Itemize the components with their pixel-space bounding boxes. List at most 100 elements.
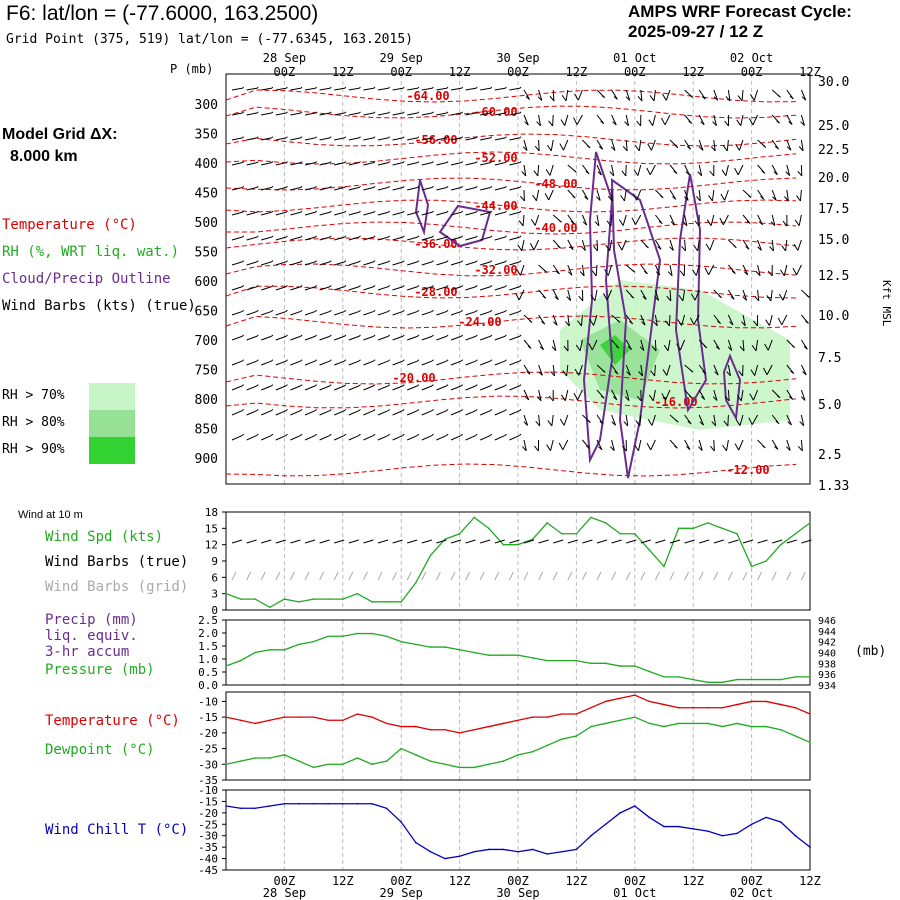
wind-chill-tick-label: -15 — [198, 795, 218, 808]
wind-barb — [377, 162, 389, 166]
wind-barb-flag — [344, 111, 347, 114]
wind-barb-flag — [417, 309, 420, 312]
wind-barb — [538, 89, 543, 101]
height-axis-label: Kft MSL — [880, 280, 893, 327]
wind-barb — [319, 261, 331, 266]
wind-barb — [348, 261, 360, 266]
wind-barb-flag — [271, 409, 274, 412]
wind-barb — [593, 314, 598, 326]
wind-barb-flag — [674, 445, 678, 449]
wind-barb — [563, 139, 569, 151]
wind-barb-flag — [603, 293, 608, 301]
wind-chill-line-point — [590, 834, 592, 837]
wind-barb-flag — [614, 370, 619, 375]
wind-barb-flag — [314, 433, 317, 436]
wind-barb — [625, 339, 632, 350]
wind-chill-tick-label: -25 — [198, 818, 218, 831]
pressure-right-tick-label: 938 — [818, 659, 836, 670]
top-time-tick-label: 12Z — [566, 65, 588, 79]
wind-barb — [551, 414, 554, 426]
wind-barb-flag — [402, 359, 405, 362]
wind-barb — [348, 186, 360, 191]
wind-barb-flag — [388, 136, 390, 139]
wind-barb — [783, 264, 788, 276]
wind-speed-line-point — [415, 581, 417, 584]
wind-barb-flag — [560, 119, 566, 126]
temperature-line-point — [502, 722, 505, 725]
pressure-line-point — [473, 651, 476, 654]
wind-barb — [523, 389, 530, 401]
wind-barb — [334, 261, 345, 266]
wind-barb-flag — [344, 285, 347, 287]
wind-barb-flag — [538, 371, 543, 376]
pressure-line-point — [269, 648, 271, 651]
sfc-barb-true — [290, 539, 301, 544]
wind-barb-flag — [446, 433, 449, 436]
wind-barb-flag — [713, 96, 719, 101]
wind-barb — [698, 89, 706, 100]
wind-barb-flag — [741, 321, 746, 327]
wind-barb-flag — [490, 260, 493, 263]
wind-barb-flag — [344, 309, 347, 312]
wind-barb — [377, 261, 389, 266]
legend-rh: RH (%, WRT liq. wat.) — [2, 244, 180, 260]
sfc-barb-grid — [771, 571, 777, 581]
temperature-line-point — [619, 697, 621, 700]
wind-barb-flag — [256, 260, 259, 263]
wind-barb — [625, 114, 629, 126]
wind-barb-flag — [519, 111, 522, 114]
wind-barb-flag — [387, 359, 391, 362]
wind-barb-flag — [519, 185, 522, 188]
pressure-line-point — [298, 643, 300, 646]
wind-barb — [509, 385, 520, 391]
wind-barb — [407, 335, 418, 341]
wind-barb-flag — [315, 210, 318, 213]
sfc-barb-true — [801, 539, 812, 544]
wind-barb-flag — [242, 210, 245, 213]
wind-barb — [246, 410, 257, 416]
wind-barb-flag — [712, 121, 717, 127]
wind-barb — [304, 87, 316, 91]
wind-barb-flag — [402, 260, 405, 263]
wind-speed-line-point — [342, 598, 344, 600]
bottom-date-label: 01 Oct — [613, 886, 656, 900]
top-time-tick-label: 12Z — [332, 65, 354, 79]
bottom-time-tick-label: 00Z — [624, 874, 646, 888]
wind-barb — [377, 211, 389, 216]
wind-speed-line-point — [385, 601, 388, 603]
wind-barb — [480, 335, 491, 341]
wind-barb-flag — [635, 420, 641, 427]
wind-barb — [290, 385, 301, 391]
wind-barb-flag — [753, 320, 758, 327]
wind-barb-flag — [504, 309, 507, 312]
sfc-barb-true — [669, 539, 681, 544]
wind-barb-flag — [285, 409, 288, 412]
wind-barb — [407, 162, 419, 166]
wind-barb-flag — [607, 195, 613, 202]
height-tick-label: 2.5 — [818, 448, 841, 463]
wind-barb-flag — [446, 384, 449, 387]
rh80-label: RH > 80% — [2, 415, 65, 430]
wind-barb — [563, 414, 569, 426]
wind-barb-flag — [359, 161, 361, 163]
wind-barb — [363, 162, 375, 166]
wind-barb — [577, 389, 583, 401]
temperature-line-point — [473, 728, 476, 731]
wind-barb — [261, 236, 272, 241]
wind-barb — [290, 87, 302, 91]
wind-barb-flag — [490, 409, 493, 412]
wind-barb-flag — [700, 396, 706, 400]
wind-barb-flag — [417, 86, 420, 89]
wind-barb-flag — [490, 136, 493, 139]
wind-barb — [421, 236, 433, 241]
wind-barb — [231, 435, 243, 441]
pressure-line-point — [283, 648, 286, 651]
wind-barb — [246, 261, 258, 266]
legend-precip-2: liq. equiv. — [45, 628, 138, 644]
wind-barb-flag — [590, 294, 596, 302]
wind-barb-flag — [537, 96, 543, 101]
wind-barb-flag — [715, 346, 720, 350]
wind-barb — [654, 339, 657, 352]
top-date-label: 30 Sep — [496, 51, 539, 65]
wind-barb-flag — [271, 210, 274, 213]
